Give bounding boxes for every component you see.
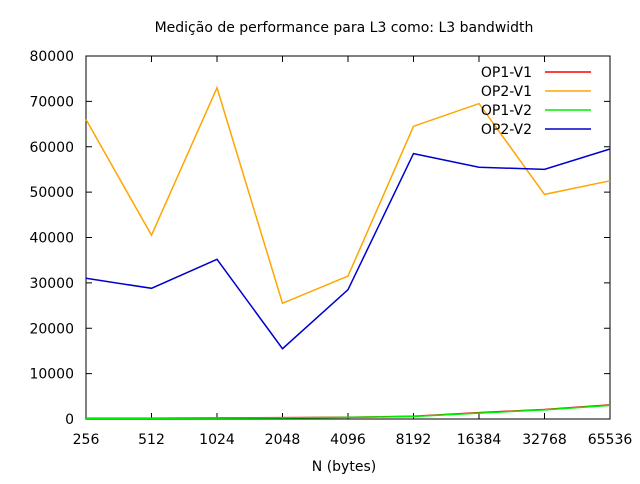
x-tick-label: 1024 bbox=[199, 432, 235, 448]
legend-label: OP2-V2 bbox=[481, 122, 532, 138]
y-tick-label: 10000 bbox=[29, 367, 74, 383]
x-tick-label: 4096 bbox=[330, 432, 366, 448]
legend-label: OP1-V2 bbox=[481, 103, 532, 119]
y-tick-label: 0 bbox=[65, 412, 74, 428]
series-line-op2-v2 bbox=[85, 148, 611, 350]
legend-label: OP1-V1 bbox=[481, 65, 532, 81]
x-tick-label: 8192 bbox=[396, 432, 432, 448]
y-tick-label: 60000 bbox=[29, 140, 74, 156]
x-tick-label: 256 bbox=[73, 432, 100, 448]
y-tick-label: 20000 bbox=[29, 321, 74, 337]
y-tick-label: 50000 bbox=[29, 185, 74, 201]
legend-label: OP2-V1 bbox=[481, 84, 532, 100]
x-axis-label: N (bytes) bbox=[312, 459, 376, 475]
y-tick-label: 40000 bbox=[29, 231, 74, 247]
x-tick-label: 16384 bbox=[457, 432, 502, 448]
x-tick-label: 65536 bbox=[588, 432, 633, 448]
y-tick-label: 80000 bbox=[29, 49, 74, 65]
y-tick-label: 70000 bbox=[29, 94, 74, 110]
x-tick-label: 2048 bbox=[265, 432, 301, 448]
series-line-op1-v2 bbox=[86, 404, 611, 420]
chart-title: Medição de performance para L3 como: L3 … bbox=[155, 20, 534, 36]
axes: 0 10000 20000 30000 40000 50000 60000 70000 8000… bbox=[29, 49, 632, 448]
x-tick-label: 512 bbox=[138, 432, 165, 448]
series-line-op2-v1 bbox=[85, 85, 611, 305]
y-tick-label: 30000 bbox=[29, 276, 74, 292]
legend: OP1-V1 OP2-V1 OP1-V2 OP2-V2 bbox=[481, 65, 591, 138]
series-lines bbox=[85, 85, 611, 420]
x-tick-label: 32768 bbox=[522, 432, 567, 448]
